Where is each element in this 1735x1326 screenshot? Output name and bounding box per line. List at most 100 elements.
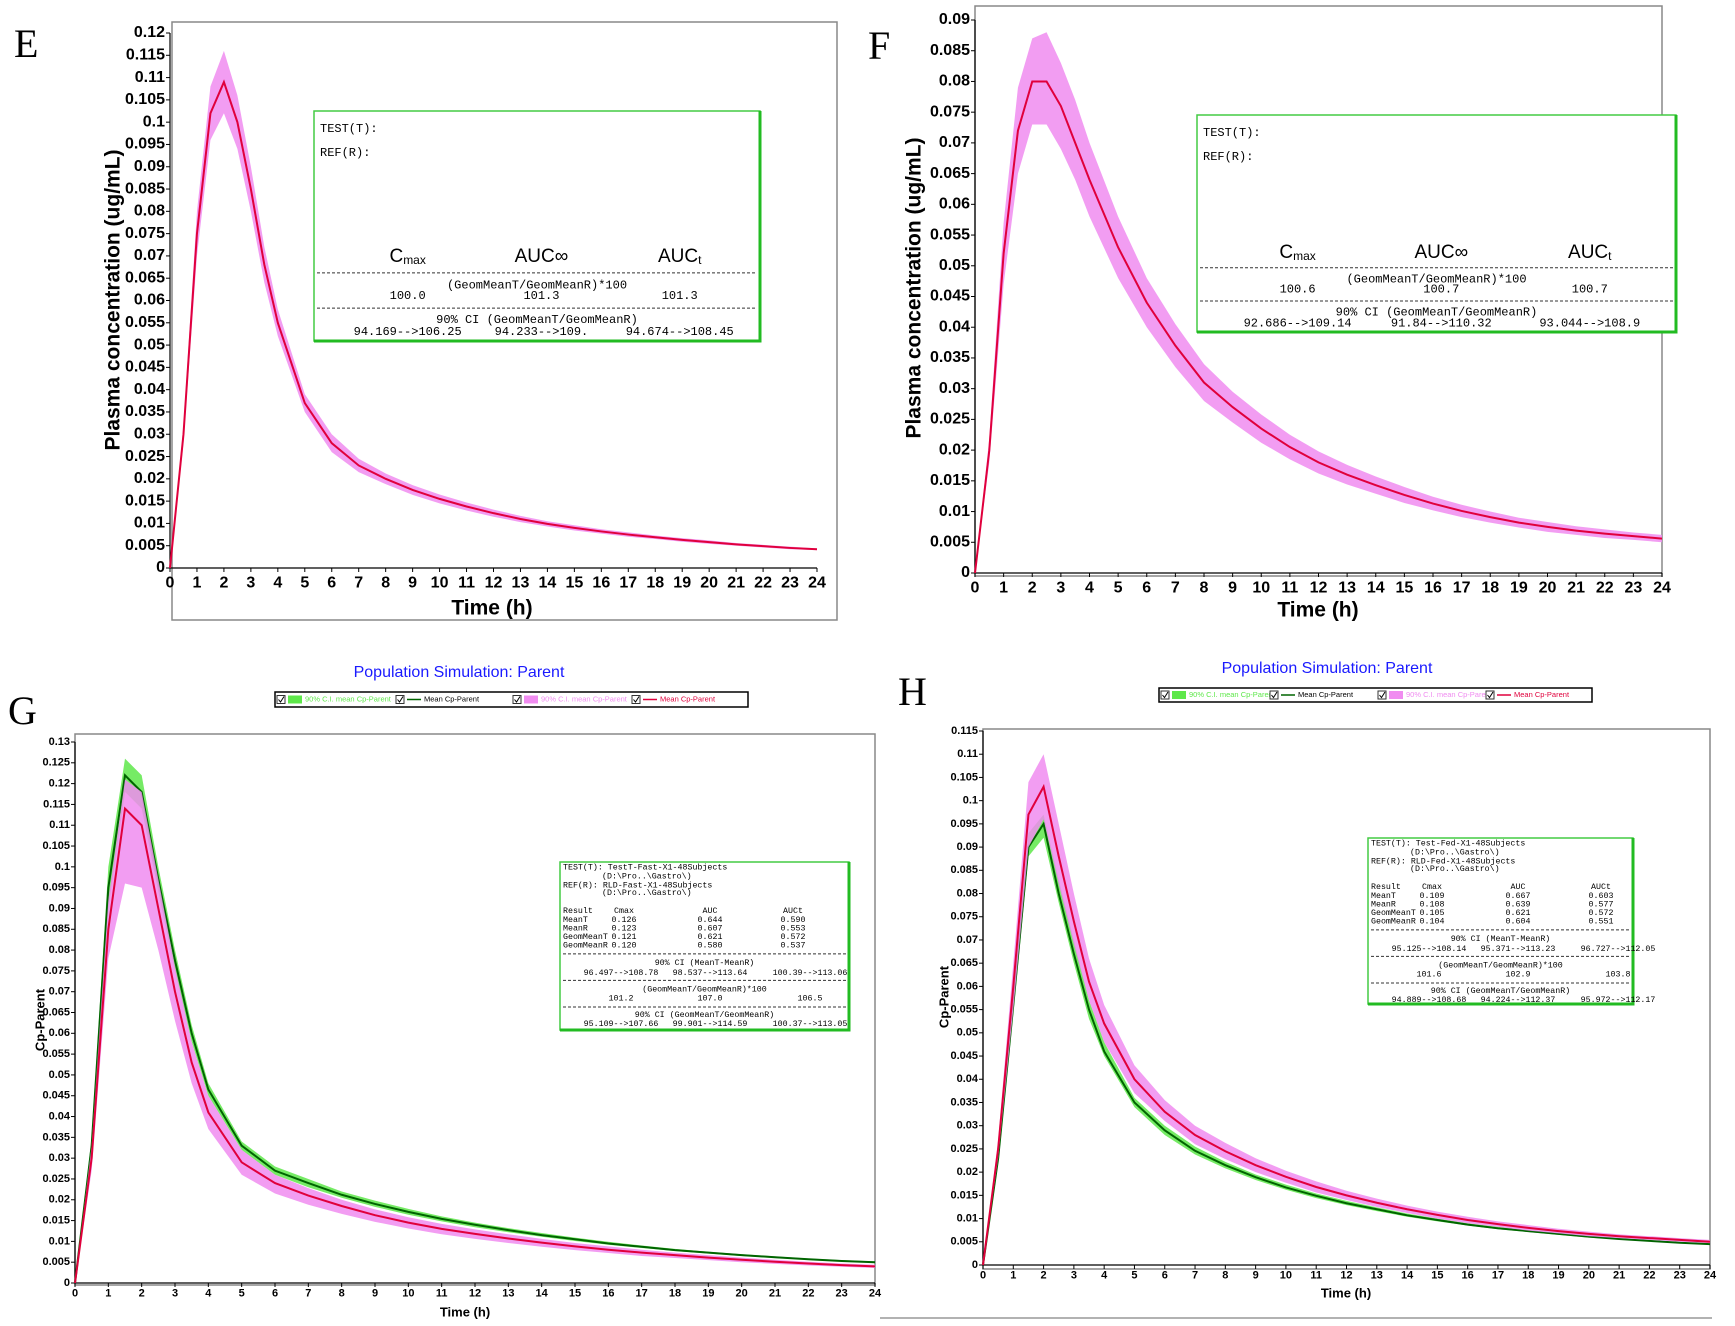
stats-source: REF(R): RLD-Fast-X1-48Subjects — [563, 880, 712, 890]
y-tick-label: 0.085 — [950, 864, 978, 876]
stats-value: 107.0 — [698, 994, 723, 1003]
stats-header: AUC∞ — [515, 246, 569, 267]
x-tick-label: 13 — [502, 1287, 514, 1299]
y-tick-label: 0.045 — [125, 359, 165, 376]
x-tick-label: 12 — [469, 1287, 481, 1299]
y-tick-label: 0.02 — [939, 441, 970, 458]
x-tick-label: 17 — [1453, 579, 1471, 596]
legend-checkbox — [395, 695, 405, 704]
y-tick-label: 0.055 — [125, 314, 165, 331]
x-tick-label: 23 — [1674, 1269, 1686, 1281]
y-tick-label: 0.035 — [42, 1131, 70, 1143]
x-tick-label: 11 — [458, 574, 475, 591]
x-tick-label: 15 — [1431, 1269, 1443, 1281]
y-tick-label: 0.12 — [134, 24, 165, 41]
y-tick-label: 0.105 — [125, 91, 165, 108]
stats-value: 94.889-->108.68 — [1392, 996, 1467, 1005]
y-tick-label: 0.02 — [957, 1166, 978, 1178]
y-tick-label: 0.065 — [42, 1006, 70, 1018]
stats-value: 101.3 — [662, 289, 698, 303]
x-tick-label: 7 — [354, 574, 363, 591]
stats-table-cell: Result — [563, 906, 593, 916]
y-tick-label: 0.085 — [930, 42, 970, 59]
x-tick-label: 19 — [1510, 579, 1528, 596]
stats-table-cell: 0.639 — [1506, 900, 1531, 909]
x-tick-label: 12 — [1310, 579, 1328, 596]
x-tick-label: 5 — [1131, 1269, 1137, 1281]
stats-box-shadow — [1368, 838, 1635, 1006]
stats-value: 95.371-->113.23 — [1481, 945, 1556, 954]
legend-check — [278, 696, 285, 703]
y-tick-label: 0.005 — [950, 1236, 978, 1248]
y-tick-label: 0.04 — [49, 1110, 71, 1122]
stats-row-title: 90% CI (GeomMeanT/GeomMeanR) — [1336, 305, 1538, 319]
y-tick-label: 0.11 — [49, 819, 70, 831]
x-tick-label: 1 — [193, 574, 202, 591]
x-tick-label: 15 — [565, 574, 583, 591]
y-tick-label: 0.005 — [930, 533, 970, 550]
y-tick-label: 0.035 — [930, 349, 970, 366]
stats-source: TEST(T): Test-Fed-X1-48Subjects — [1371, 839, 1525, 849]
stats-header-text: C — [389, 246, 403, 267]
stats-table-cell: 0.603 — [1589, 892, 1614, 901]
mean-line — [982, 783, 1711, 1266]
y-tick-label: 0.025 — [125, 448, 165, 465]
stats-value: 95.109-->107.66 — [584, 1020, 659, 1029]
stats-box — [559, 861, 850, 1031]
stats-table-cell: 0.667 — [1506, 892, 1531, 901]
panel-label: F — [868, 23, 890, 68]
x-tick-label: 0 — [72, 1287, 78, 1299]
stats-value: 100.6 — [1280, 283, 1316, 297]
y-tick-label: 0.07 — [49, 986, 70, 998]
x-tick-label: 18 — [1481, 579, 1499, 596]
y-tick-label: 0.015 — [125, 492, 165, 509]
legend-checkbox — [1485, 690, 1495, 700]
y-tick-label: 0.08 — [49, 944, 70, 956]
stats-table-cell: 0.644 — [698, 916, 723, 925]
stats-value: 94.674-->108.45 — [626, 325, 734, 339]
chart-panel: G Population Simulation: Parent Cp-Parent T… — [8, 664, 882, 1319]
y-tick-label: 0.1 — [143, 113, 165, 130]
ci-band — [170, 50, 817, 569]
x-tick-label: 20 — [700, 574, 718, 591]
legend-check — [397, 696, 404, 703]
x-tick-label: 13 — [1338, 579, 1356, 596]
x-tick-label: 6 — [327, 574, 336, 591]
panel-label: E — [14, 21, 38, 66]
stats-test-label: TEST(T): — [1203, 126, 1261, 140]
mean-line — [169, 79, 818, 569]
stats-value: 96.497-->108.78 — [584, 969, 659, 978]
x-tick-label: 17 — [636, 1287, 648, 1299]
x-tick-label: 1 — [999, 579, 1008, 596]
stats-box — [313, 110, 761, 342]
stats-value: 98.537-->113.64 — [673, 969, 748, 978]
y-tick-label: 0.045 — [930, 288, 970, 305]
x-tick-label: 18 — [669, 1287, 681, 1299]
stats-header: Cmax — [389, 246, 425, 267]
stats-header: Cmax — [1279, 242, 1315, 263]
y-tick-label: 0.02 — [134, 470, 165, 487]
x-tick-label: 21 — [1613, 1269, 1625, 1281]
x-tick-label: 16 — [602, 1287, 614, 1299]
stats-header-text: AUC — [1568, 242, 1608, 263]
x-tick-label: 8 — [381, 574, 390, 591]
y-tick-label: 0.04 — [134, 381, 165, 398]
stats-table-cell: 0.580 — [698, 942, 723, 951]
stats-table-cell: GeomMeanT — [563, 933, 608, 942]
x-tick-label: 5 — [1114, 579, 1123, 596]
stats-header: AUCt — [658, 246, 702, 267]
x-axis-label: Time (h) — [1277, 599, 1358, 622]
x-tick-label: 1 — [105, 1287, 111, 1299]
chart-title: Population Simulation: Parent — [1222, 660, 1433, 677]
y-tick-label: 0.08 — [134, 203, 165, 220]
stats-value: 96.727-->112.05 — [1581, 945, 1656, 954]
stats-table-cell: MeanR — [563, 924, 588, 933]
stats-table-cell: AUC — [703, 907, 718, 916]
y-tick-label: 0.04 — [939, 318, 970, 335]
y-tick-label: 0.015 — [930, 472, 970, 489]
stats-box-shadow — [560, 862, 851, 1032]
y-tick-label: 0.08 — [957, 887, 978, 899]
stats-value: 99.901-->114.59 — [673, 1020, 748, 1029]
x-tick-label: 8 — [1222, 1269, 1228, 1281]
